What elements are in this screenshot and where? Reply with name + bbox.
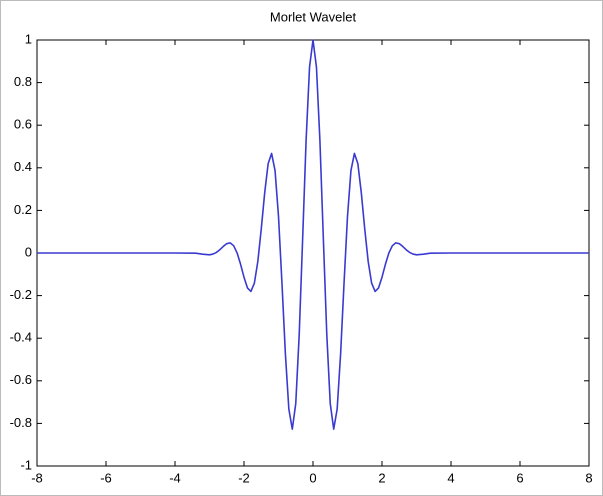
- y-tick-label: 0.6: [14, 117, 32, 132]
- y-tick-label: -0.4: [10, 330, 32, 345]
- y-tick-label: 1: [25, 31, 32, 46]
- x-tick-label: -2: [238, 470, 250, 485]
- y-tick-label: -0.8: [10, 415, 32, 430]
- chart-title: Morlet Wavelet: [270, 9, 357, 24]
- y-tick-label: -0.6: [10, 372, 32, 387]
- x-tick-label: -8: [31, 470, 43, 485]
- x-tick-label: -4: [169, 470, 181, 485]
- x-tick-label: 2: [378, 470, 385, 485]
- y-tick-label: 0.2: [14, 202, 32, 217]
- y-tick-label: 0: [25, 244, 32, 259]
- y-tick-label: 0.4: [14, 159, 32, 174]
- y-tick-label: -0.2: [10, 287, 32, 302]
- y-tick-label: 0.8: [14, 74, 32, 89]
- x-tick-label: 6: [516, 470, 523, 485]
- x-tick-label: -6: [100, 470, 112, 485]
- x-tick-label: 0: [309, 470, 316, 485]
- x-tick-label: 4: [447, 470, 454, 485]
- x-tick-label: 8: [585, 470, 592, 485]
- y-tick-label: -1: [20, 457, 32, 472]
- line: [37, 39, 589, 430]
